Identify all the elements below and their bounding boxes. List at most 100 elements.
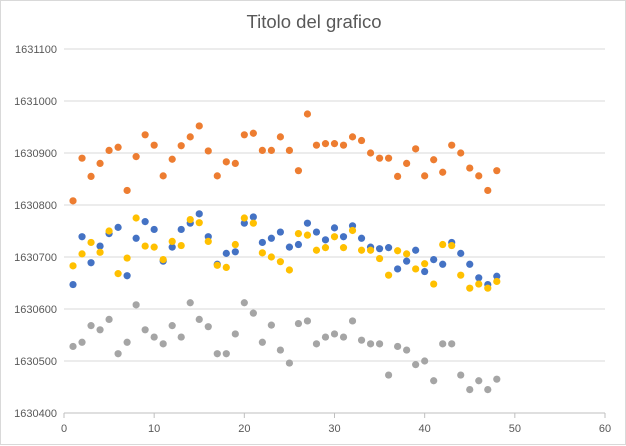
data-point (403, 257, 411, 265)
data-point (385, 271, 393, 279)
data-point (348, 317, 357, 325)
data-point (249, 129, 257, 137)
data-point (222, 350, 230, 358)
data-point (430, 377, 438, 385)
data-point (403, 159, 411, 167)
gridlines (64, 48, 605, 362)
data-point (267, 253, 275, 261)
y-tick-label: 1630700 (14, 252, 57, 264)
data-point (150, 333, 158, 341)
x-tick-label: 30 (328, 423, 340, 435)
data-point (78, 233, 86, 241)
data-point (493, 375, 501, 383)
data-point (231, 159, 239, 167)
data-point (294, 230, 303, 238)
data-point (366, 246, 375, 254)
data-point (78, 154, 86, 162)
data-point (159, 256, 167, 264)
axes (63, 412, 606, 418)
data-point (357, 336, 366, 344)
data-point (249, 219, 257, 227)
data-point (159, 172, 167, 180)
data-point (285, 243, 294, 251)
y-tick-label: 1631100 (15, 44, 57, 56)
data-point (285, 359, 294, 367)
data-point (96, 248, 104, 256)
data-point (222, 158, 230, 166)
data-point (87, 322, 95, 330)
data-point (412, 145, 420, 153)
chart-title: Titolo del grafico (246, 11, 382, 32)
data-point (87, 172, 95, 180)
data-point (177, 225, 185, 234)
data-point (394, 247, 402, 255)
data-point (439, 240, 447, 249)
data-point (87, 238, 95, 247)
data-point (141, 242, 149, 250)
data-point (339, 333, 348, 341)
data-point (168, 237, 176, 245)
data-point (114, 143, 122, 151)
y-tick-label: 1630900 (14, 148, 57, 160)
data-point (141, 326, 149, 334)
data-point (412, 265, 420, 273)
data-point (466, 284, 474, 292)
data-point (466, 260, 474, 268)
data-point (240, 214, 248, 222)
data-point (466, 386, 474, 394)
data-point (457, 249, 465, 257)
data-point (412, 246, 420, 254)
data-point (493, 272, 501, 280)
data-point (421, 267, 429, 276)
data-points (69, 110, 501, 394)
data-point (168, 243, 176, 251)
data-point (430, 256, 438, 264)
data-point (276, 133, 284, 141)
data-point (475, 172, 483, 180)
series-4 (69, 299, 501, 394)
data-point (78, 250, 86, 258)
data-point (258, 146, 266, 154)
data-point (394, 172, 402, 180)
data-point (375, 340, 384, 348)
data-point (448, 340, 456, 348)
data-point (132, 214, 140, 222)
data-point (321, 236, 330, 244)
data-point (195, 210, 203, 218)
data-point (105, 227, 113, 235)
data-point (96, 326, 104, 334)
data-point (186, 133, 194, 141)
data-point (448, 241, 456, 250)
data-point (240, 131, 248, 139)
data-point (493, 167, 501, 175)
data-point (96, 242, 104, 250)
series-3 (69, 214, 501, 292)
x-tick-label: 40 (419, 423, 431, 435)
data-point (430, 156, 438, 164)
data-point (213, 261, 221, 269)
data-point (258, 238, 266, 247)
x-tick-label: 10 (148, 423, 160, 435)
data-point (421, 357, 429, 365)
data-point (475, 377, 483, 385)
data-point (357, 136, 366, 145)
data-point (375, 254, 384, 263)
data-point (168, 155, 176, 163)
data-point (141, 218, 149, 226)
data-point (484, 284, 492, 292)
data-point (240, 299, 248, 307)
data-point (403, 346, 411, 354)
data-point (312, 246, 321, 254)
data-point (475, 280, 483, 288)
data-point (114, 223, 122, 231)
data-point (213, 350, 221, 358)
data-point (412, 361, 420, 369)
data-point (285, 146, 294, 154)
data-point (69, 262, 77, 270)
data-point (276, 228, 284, 236)
data-point (195, 315, 203, 323)
data-point (303, 317, 312, 325)
data-point (123, 254, 131, 262)
